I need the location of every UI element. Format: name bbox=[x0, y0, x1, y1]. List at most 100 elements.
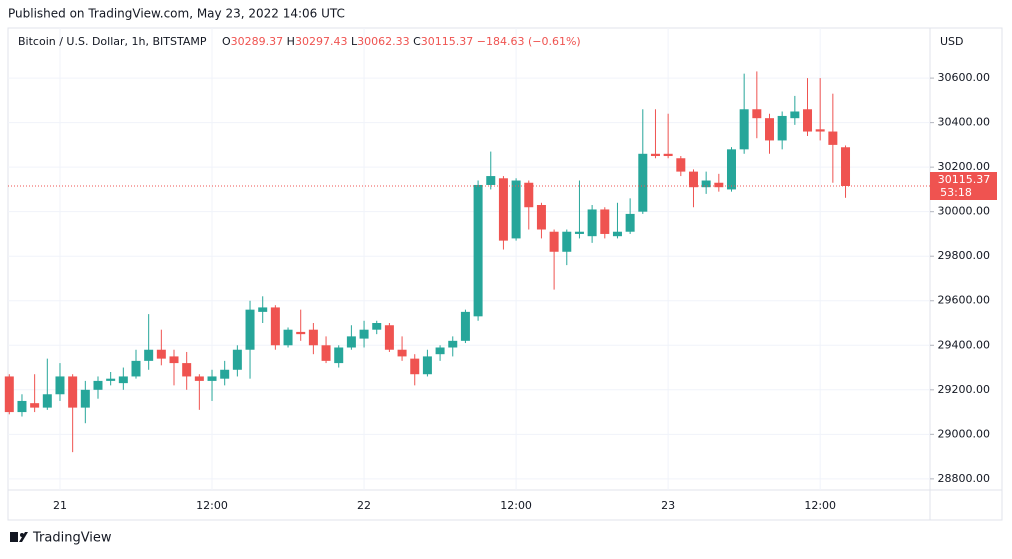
countdown: 53:18 bbox=[940, 186, 972, 199]
candle-body bbox=[790, 111, 800, 119]
y-tick-label: 30400.00 bbox=[938, 116, 991, 129]
ohlc-legend: O30289.37 H30297.43 L30062.33 C30115.37 … bbox=[222, 35, 581, 48]
candle-body bbox=[156, 349, 166, 359]
candle-body bbox=[803, 109, 813, 132]
ohlc-key: O bbox=[222, 35, 231, 48]
candle-body bbox=[106, 378, 116, 381]
y-tick-label: 30600.00 bbox=[938, 71, 991, 84]
candle-body bbox=[600, 209, 610, 234]
candle-body bbox=[625, 213, 635, 232]
y-tick-label: 30000.00 bbox=[938, 205, 991, 218]
candle-body bbox=[169, 356, 179, 364]
y-tick-label: 29400.00 bbox=[938, 338, 991, 351]
candle-body bbox=[587, 209, 597, 237]
candle-body bbox=[435, 347, 445, 355]
candle-body bbox=[714, 182, 724, 188]
candle-body bbox=[498, 178, 508, 241]
candle-body bbox=[93, 380, 103, 390]
candle-body bbox=[296, 331, 306, 335]
candle-body bbox=[676, 158, 686, 172]
candle-body bbox=[688, 171, 698, 188]
candle-body bbox=[536, 205, 546, 230]
footer-brand: TradingView bbox=[32, 531, 112, 546]
ohlc-key: H bbox=[287, 35, 295, 48]
ohlc-value: 30115.37 bbox=[421, 35, 474, 48]
candle-body bbox=[460, 311, 470, 341]
candle-body bbox=[511, 180, 521, 239]
x-tick-label: 12:00 bbox=[196, 499, 228, 512]
candle-body bbox=[346, 336, 356, 348]
x-tick-label: 21 bbox=[53, 499, 67, 512]
candle-body bbox=[726, 149, 736, 190]
candle-body bbox=[815, 129, 825, 132]
plot bbox=[4, 28, 930, 490]
candle-body bbox=[194, 376, 204, 381]
chart-frame bbox=[7, 27, 1003, 521]
candle-body bbox=[334, 347, 344, 364]
candle-body bbox=[841, 147, 851, 186]
candle-body bbox=[638, 153, 648, 212]
y-tick-label: 29000.00 bbox=[938, 427, 991, 440]
candle-body bbox=[765, 118, 774, 141]
x-tick-label: 12:00 bbox=[804, 499, 836, 512]
candle-body bbox=[207, 376, 217, 381]
candle-body bbox=[220, 369, 230, 379]
candle-body bbox=[739, 109, 749, 150]
candle-body bbox=[574, 231, 584, 234]
x-tick-label: 22 bbox=[357, 499, 371, 512]
x-tick-label: 12:00 bbox=[500, 499, 532, 512]
candle-body bbox=[562, 231, 572, 252]
logo bbox=[10, 532, 28, 542]
published-note: Published on TradingView.com, May 23, 20… bbox=[8, 7, 345, 21]
candle-body bbox=[549, 231, 559, 252]
candle-body bbox=[473, 184, 483, 317]
candle-body bbox=[131, 360, 141, 377]
candle-body bbox=[663, 153, 673, 157]
candle-body bbox=[612, 231, 622, 237]
candle-body bbox=[384, 325, 394, 350]
y-tick-label: 29800.00 bbox=[938, 249, 991, 262]
ohlc-key: C bbox=[413, 35, 421, 48]
ohlc-value: 30062.33 bbox=[357, 35, 410, 48]
candle-body bbox=[486, 176, 496, 185]
last-price-label: 30115.37 bbox=[938, 173, 991, 186]
candle-body bbox=[68, 376, 78, 408]
candle-body bbox=[448, 340, 458, 348]
ohlc-value: 30289.37 bbox=[231, 35, 284, 48]
candle-body bbox=[232, 349, 242, 370]
candle-body bbox=[524, 182, 534, 208]
candle-body bbox=[321, 345, 331, 361]
candle-body bbox=[701, 180, 711, 188]
candle-body bbox=[650, 153, 660, 157]
candle-body bbox=[308, 329, 318, 346]
symbol: Bitcoin / U.S. Dollar, 1h, BITSTAMP bbox=[18, 35, 207, 48]
candle-body bbox=[270, 307, 280, 346]
candle-body bbox=[258, 307, 268, 312]
candle-body bbox=[55, 376, 65, 395]
candle-body bbox=[283, 329, 293, 346]
y-tick-label: 28800.00 bbox=[938, 472, 991, 485]
candle-body bbox=[777, 115, 787, 141]
candle-body bbox=[422, 356, 432, 375]
candle-body bbox=[4, 376, 14, 413]
y-tick-label: 29600.00 bbox=[938, 294, 991, 307]
candle-body bbox=[245, 309, 255, 350]
candle-body bbox=[828, 131, 838, 145]
candle-body bbox=[372, 323, 382, 330]
ohlc-value: 30297.43 bbox=[295, 35, 348, 48]
candle-body bbox=[30, 403, 40, 408]
y-tick-label: 30200.00 bbox=[938, 160, 991, 173]
candle-body bbox=[359, 329, 369, 339]
candle-body bbox=[17, 400, 27, 413]
y-tick-label: 29200.00 bbox=[938, 383, 991, 396]
candle-body bbox=[182, 363, 192, 377]
candle-body bbox=[410, 358, 420, 375]
currency: USD bbox=[940, 35, 964, 48]
candle-body bbox=[80, 389, 90, 408]
last-price-box bbox=[930, 171, 997, 200]
candle-body bbox=[144, 349, 154, 361]
candle-body bbox=[42, 394, 52, 408]
x-tick-label: 23 bbox=[661, 499, 675, 512]
ohlc-value: −184.63 (−0.61%) bbox=[477, 35, 581, 48]
